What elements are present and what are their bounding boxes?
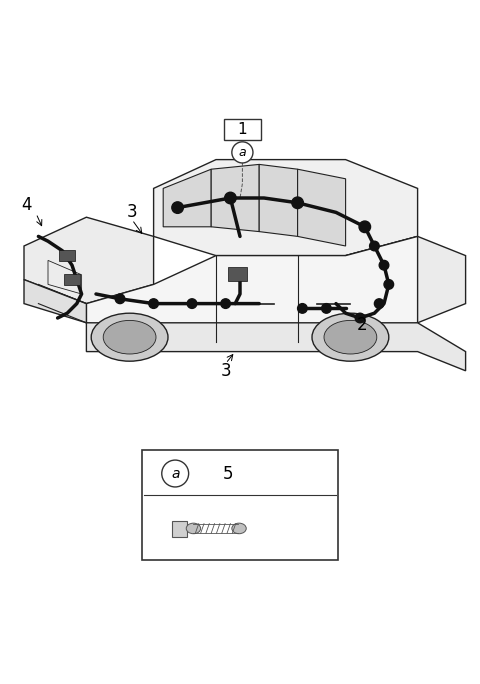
Polygon shape — [163, 169, 211, 227]
Circle shape — [298, 304, 307, 313]
Ellipse shape — [312, 313, 389, 361]
Text: 1: 1 — [238, 122, 247, 137]
Polygon shape — [154, 159, 418, 256]
Ellipse shape — [103, 320, 156, 354]
Polygon shape — [24, 280, 86, 323]
Polygon shape — [298, 169, 346, 246]
FancyBboxPatch shape — [64, 274, 80, 285]
Polygon shape — [211, 164, 259, 232]
Text: a: a — [171, 466, 180, 481]
Ellipse shape — [186, 523, 201, 534]
FancyBboxPatch shape — [228, 267, 247, 280]
Polygon shape — [86, 237, 418, 342]
Ellipse shape — [91, 313, 168, 361]
Text: 4: 4 — [21, 196, 32, 214]
Circle shape — [232, 142, 253, 163]
FancyBboxPatch shape — [172, 521, 187, 536]
Circle shape — [384, 280, 394, 289]
Circle shape — [162, 460, 189, 487]
Polygon shape — [24, 218, 154, 304]
Circle shape — [355, 313, 365, 323]
Circle shape — [292, 197, 303, 209]
Text: 5: 5 — [223, 464, 233, 482]
FancyBboxPatch shape — [224, 119, 261, 140]
Text: a: a — [239, 146, 246, 159]
Text: 2: 2 — [357, 316, 368, 334]
Circle shape — [149, 299, 158, 308]
Circle shape — [187, 299, 197, 308]
FancyBboxPatch shape — [59, 250, 75, 261]
Ellipse shape — [232, 523, 246, 534]
Circle shape — [370, 241, 379, 251]
Circle shape — [172, 202, 183, 213]
Text: 3: 3 — [220, 362, 231, 380]
Circle shape — [374, 299, 384, 308]
FancyBboxPatch shape — [142, 450, 338, 560]
Polygon shape — [346, 237, 466, 323]
Circle shape — [115, 294, 125, 304]
Text: 3: 3 — [127, 203, 137, 222]
Polygon shape — [259, 164, 298, 237]
Circle shape — [359, 221, 371, 233]
Circle shape — [225, 192, 236, 204]
Circle shape — [379, 261, 389, 270]
Circle shape — [221, 299, 230, 308]
Polygon shape — [86, 323, 466, 371]
Ellipse shape — [324, 320, 377, 354]
Circle shape — [322, 304, 331, 313]
